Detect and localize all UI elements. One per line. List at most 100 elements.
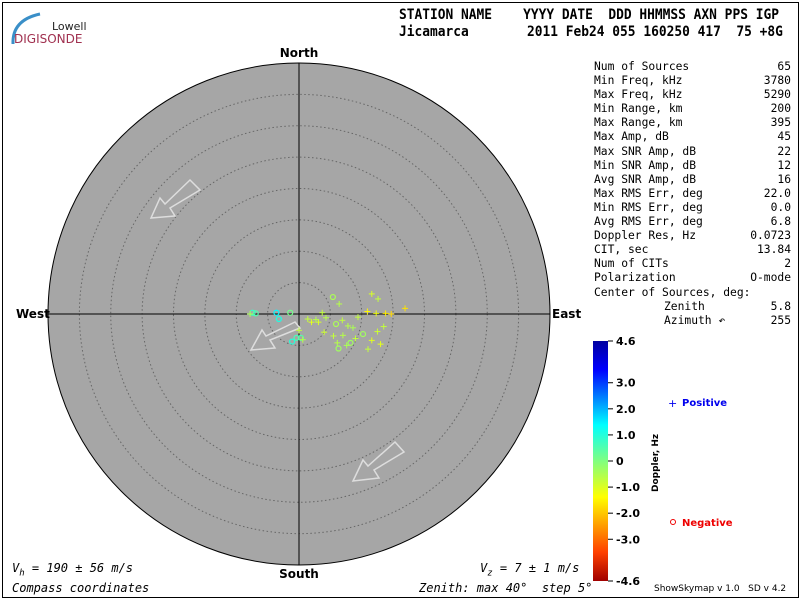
stat-row: Max Freq, kHz 5290 (594, 88, 791, 102)
source-point-positive (382, 310, 389, 317)
source-point-positive (364, 308, 371, 315)
source-point-negative (335, 345, 342, 352)
source-point-negative (288, 338, 296, 345)
stat-label: Max Range, km (594, 116, 683, 130)
source-point-positive (402, 305, 409, 312)
source-point-positive (373, 310, 380, 317)
negative-marker-icon (670, 519, 676, 525)
version-label: ShowSkymap v 1.0 SD v 4.2 (654, 584, 787, 594)
stat-value: 45 (777, 130, 791, 144)
north-label: North (280, 46, 318, 60)
south-label: South (279, 567, 319, 581)
colorbar-tick-label: 2.0 (616, 403, 636, 416)
source-point-negative (359, 330, 367, 338)
colorbar-tick-label: -2.0 (616, 507, 640, 520)
stat-label: Avg SNR Amp, dB (594, 172, 697, 186)
stat-value: 0.0723 (750, 229, 791, 243)
stat-row: Max RMS Err, deg 22.0 (594, 187, 791, 201)
stat-value: 16 (777, 172, 791, 186)
stat-label: Max Amp, dB (594, 130, 669, 144)
source-point-negative (293, 334, 300, 341)
center-title-text: Center of Sources, deg: (594, 285, 751, 299)
stat-row: Min SNR Amp, dB 12 (594, 159, 791, 173)
source-point-positive (319, 309, 326, 316)
velocity-arrows (149, 178, 406, 482)
source-point-positive (322, 314, 329, 321)
source-point-positive (380, 323, 387, 330)
stat-row: Max Amp, dB 45 (594, 130, 791, 144)
source-point-positive (374, 328, 381, 335)
stat-row: Max Range, km 395 (594, 116, 791, 130)
coords-note: Compass coordinates (12, 581, 150, 595)
source-point-positive (365, 346, 372, 353)
stat-row: Min Range, km 200 (594, 102, 791, 116)
source-point-positive (339, 332, 346, 339)
stat-row: Min RMS Err, deg 0.0 (594, 201, 791, 215)
stat-label: Min SNR Amp, dB (594, 158, 697, 172)
stat-value: 2 (784, 257, 791, 271)
source-point-positive (330, 332, 337, 339)
stat-label: Max Freq, kHz (594, 88, 683, 102)
source-point-positive (315, 319, 322, 326)
zenith-note: Zenith: max 40° step 5° (419, 581, 593, 595)
source-point-positive (321, 329, 328, 336)
source-point-positive (375, 295, 382, 302)
stat-label: Min Freq, kHz (594, 74, 683, 88)
colorbar-ticks: 4.6 3.0 2.0 1.0 0 -1.0 -2.0 -3.0 -4.6 (608, 335, 640, 588)
logo-line2: DIGISONDE (14, 32, 82, 46)
colorbar-tick-label: -4.6 (616, 575, 640, 588)
source-point-negative (329, 293, 336, 301)
east-label: East (552, 307, 581, 321)
sources (247, 290, 409, 353)
stat-value: 5.8 (770, 299, 791, 313)
stat-label: Avg RMS Err, deg (594, 215, 703, 229)
logo-line1: Lowell (52, 20, 87, 33)
source-point-positive (344, 322, 351, 329)
vh-readout: Vh = 190 ± 56 m/s (12, 561, 134, 579)
source-point-negative (297, 334, 304, 341)
arrow-icon (149, 178, 202, 219)
colorbar-tick-label: -1.0 (616, 481, 640, 494)
stat-row: Num of CITs 2 (594, 257, 791, 271)
stat-value: 255 (770, 313, 791, 327)
source-point-negative (287, 309, 294, 316)
source-point-positive (388, 311, 395, 317)
center-title: Center of Sources, deg: (594, 286, 791, 300)
stat-row: Num of Sources 65 (594, 60, 791, 74)
source-point-positive (368, 337, 375, 344)
source-point-positive (334, 339, 341, 346)
vz-readout: Vz = 7 ± 1 m/s (480, 561, 580, 579)
digisonde-logo: Lowell DIGISONDE (10, 10, 90, 50)
stat-value: 3780 (763, 74, 791, 88)
positive-marker-icon: + (668, 397, 677, 410)
source-point-negative (347, 339, 354, 346)
stat-row: Zenith 5.8 (594, 300, 791, 314)
arrow-icon (249, 321, 302, 351)
legend-negative: Negative (682, 518, 733, 529)
stat-value: 22.0 (763, 186, 791, 200)
colorbar-tick-label: -3.0 (616, 533, 640, 546)
colorbar-tick-label: 3.0 (616, 377, 636, 390)
source-point-negative (252, 310, 259, 317)
stat-label: Num of CITs (594, 257, 669, 271)
header-values: 2011 Feb24 055 160250 417 75 +8G (527, 24, 783, 40)
colorbar-label: Doppler, Hz (651, 434, 661, 492)
stat-value: 22 (777, 144, 791, 158)
stat-label: Min RMS Err, deg (594, 200, 703, 214)
source-point-positive (308, 319, 315, 326)
stat-row: Polarization O-mode (594, 271, 791, 285)
source-point-positive (304, 316, 311, 323)
stats-table: Num of Sources 65 Min Freq, kHz 3780 Max Fre… (594, 60, 791, 328)
stat-label: Polarization (594, 271, 676, 285)
header-labels: STATION NAME YYYY DATE DDD HHMMSS AXN PP… (399, 7, 779, 23)
stat-row: Azimuth ↶ 255 (594, 314, 791, 328)
source-point-positive (296, 327, 302, 334)
source-point-positive (352, 335, 359, 342)
west-label: West (16, 307, 50, 321)
source-point-negative (275, 315, 283, 323)
stat-row: Avg SNR Amp, dB 16 (594, 173, 791, 187)
source-point-positive (339, 317, 346, 324)
stat-row: Min Freq, kHz 3780 (594, 74, 791, 88)
source-point-positive (247, 311, 254, 317)
